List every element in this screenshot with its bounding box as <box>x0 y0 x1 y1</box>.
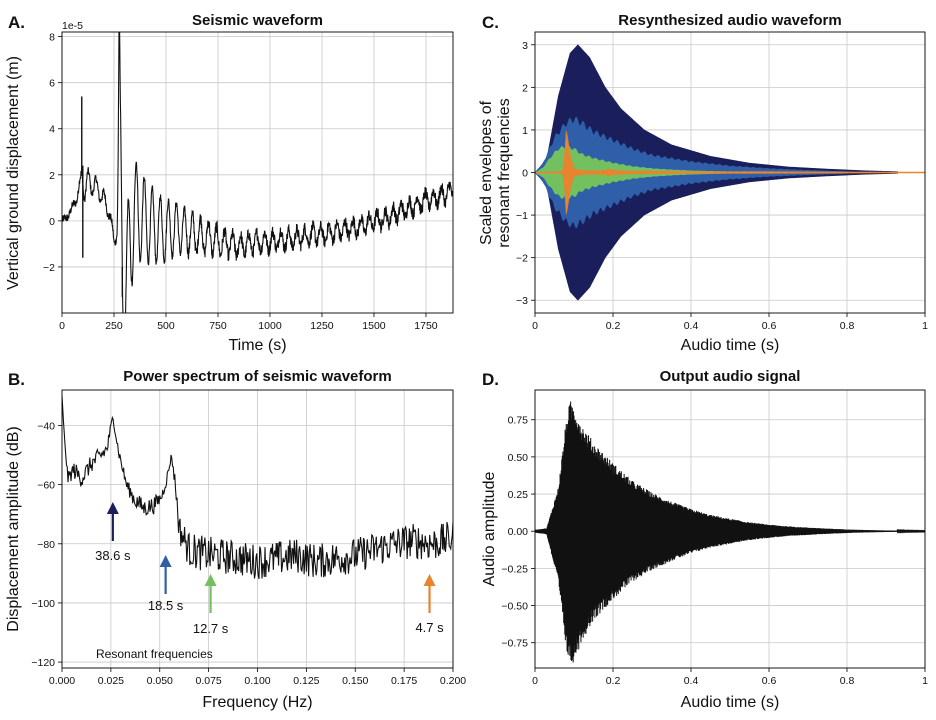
x-tick-label: 0.100 <box>244 675 270 687</box>
audio-signal-line <box>535 401 925 663</box>
y-tick-label: −3 <box>516 295 528 307</box>
y-tick-label: −2 <box>43 262 55 274</box>
panel-letter: B. <box>8 370 25 389</box>
panel-seismic-waveform: 1e-5 0 250 500 750 1000 1250 1500 1750 −2 0 2 4 6 8 Sei… <box>5 12 454 354</box>
x-tick-label: 250 <box>105 320 123 332</box>
resonance-label: 12.7 s <box>193 621 229 636</box>
resonant-frequencies-note: Resonant frequencies <box>96 647 213 661</box>
offset-text: 1e-5 <box>62 20 83 32</box>
y-tick-label: −0.50 <box>501 601 528 613</box>
y-axis-label-line: resonant frequencies <box>496 98 513 247</box>
x-axis-label: Frequency (Hz) <box>202 694 312 711</box>
plot-area <box>62 395 453 580</box>
x-tick-label: 0 <box>532 675 538 687</box>
x-tick-label: 0.175 <box>391 675 417 687</box>
plot-area <box>535 401 925 663</box>
y-tick-label: 6 <box>49 78 55 90</box>
x-tick-label: 0.075 <box>195 675 221 687</box>
y-tick-label: −60 <box>37 480 55 492</box>
axes-frame <box>534 389 926 669</box>
x-tick-label: 1 <box>922 675 928 687</box>
y-tick-label: 2 <box>49 170 55 182</box>
y-axis-label: Vertical ground displacement (m) <box>5 56 22 290</box>
x-axis-label: Time (s) <box>228 337 286 354</box>
y-tick-label: 4 <box>49 124 55 136</box>
x-tick-label: 0.025 <box>98 675 124 687</box>
resonance-arrow-head <box>159 555 172 567</box>
resonance-arrow-head <box>423 574 436 586</box>
gridlines <box>61 32 453 313</box>
x-tick-label: 1000 <box>258 320 282 332</box>
y-tick-label: −80 <box>37 539 55 551</box>
y-axis-label: Displacement amplitude (dB) <box>5 426 22 631</box>
y-tick-label: 0.75 <box>508 415 529 427</box>
x-tick-label: 0.8 <box>840 320 855 332</box>
x-tick-label: 1500 <box>362 320 386 332</box>
y-tick-label: 3 <box>522 40 528 52</box>
y-tick-label: −0.75 <box>501 638 528 650</box>
panel-resynthesized-audio: 0 0.2 0.4 0.6 0.8 1 −3 −2 −1 0 1 2 3 Resynthesized au… <box>478 12 928 354</box>
y-tick-label: −2 <box>516 253 528 265</box>
y-tick-label: 0.00 <box>508 526 529 538</box>
chart-title: Seismic waveform <box>192 12 323 29</box>
resonance-arrow-head <box>204 574 217 586</box>
x-tick-label: 0.000 <box>49 675 75 687</box>
x-tick-label: 750 <box>209 320 227 332</box>
resonance-label: 18.5 s <box>148 598 184 613</box>
x-axis-label: Audio time (s) <box>681 694 780 711</box>
y-tick-label: 0 <box>522 168 528 180</box>
chart-title: Output audio signal <box>660 368 801 385</box>
spectrum-line <box>62 395 453 580</box>
y-tick-label: 0.25 <box>508 489 529 501</box>
resonance-arrow-head <box>106 502 119 514</box>
y-tick-label: −100 <box>31 598 55 610</box>
y-tick-label: 0.50 <box>508 452 529 464</box>
panel-power-spectrum: 38.6 s 18.5 s 12.7 s 4.7 s Resonant frequenc… <box>5 368 466 711</box>
x-tick-label: 0.125 <box>293 675 319 687</box>
x-tick-label: 0.4 <box>684 675 699 687</box>
x-tick-label: 0.2 <box>606 675 621 687</box>
y-axis-label-line: Scaled envelopes of <box>478 100 495 245</box>
panel-letter: A. <box>8 13 25 32</box>
x-tick-label: 0 <box>59 320 65 332</box>
x-tick-label: 0.6 <box>762 320 777 332</box>
x-tick-label: 0 <box>532 320 538 332</box>
x-tick-label: 0.2 <box>606 320 621 332</box>
gridlines <box>61 390 454 668</box>
x-tick-label: 1750 <box>414 320 438 332</box>
plot-area <box>535 44 925 301</box>
x-tick-label: 0.8 <box>840 675 855 687</box>
panel-output-audio: 0 0.2 0.4 0.6 0.8 1 −0.75 −0.50 −0.25 0.00 0.25 0.5… <box>481 368 928 711</box>
panel-letter: C. <box>482 13 499 32</box>
x-tick-label: 0.050 <box>147 675 173 687</box>
x-axis-label: Audio time (s) <box>681 337 780 354</box>
axes-frame <box>61 31 454 314</box>
x-tick-label: 0.6 <box>762 675 777 687</box>
x-tick-label: 0.4 <box>684 320 699 332</box>
y-tick-label: −1 <box>516 210 528 222</box>
y-tick-label: −40 <box>37 420 55 432</box>
x-tick-label: 500 <box>157 320 175 332</box>
y-axis-label: Scaled envelopes ofresonant frequencies <box>478 98 513 247</box>
y-tick-label: 1 <box>522 125 528 137</box>
x-tick-label: 0.200 <box>440 675 466 687</box>
plot-area <box>62 32 453 313</box>
y-tick-label: −120 <box>31 657 55 669</box>
y-tick-label: 8 <box>49 32 55 44</box>
y-tick-label: 2 <box>522 82 528 94</box>
panel-letter: D. <box>482 370 499 389</box>
waveform-line <box>62 32 453 313</box>
y-tick-label: −0.25 <box>501 563 528 575</box>
resonance-label: 38.6 s <box>95 548 131 563</box>
y-tick-label: 0 <box>49 216 55 228</box>
chart-title: Power spectrum of seismic waveform <box>123 368 391 385</box>
y-axis-label: Audio amplitude <box>481 472 498 587</box>
x-tick-label: 1 <box>922 320 928 332</box>
x-tick-label: 0.150 <box>342 675 368 687</box>
resonance-label: 4.7 s <box>415 620 444 635</box>
x-tick-label: 1250 <box>310 320 334 332</box>
chart-title: Resynthesized audio waveform <box>618 12 841 29</box>
